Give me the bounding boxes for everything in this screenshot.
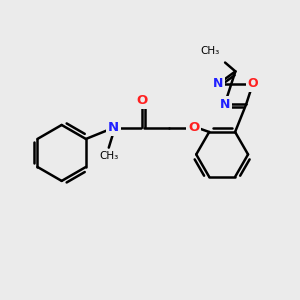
Text: N: N — [213, 77, 223, 91]
Text: O: O — [248, 77, 258, 91]
Text: CH₃: CH₃ — [99, 151, 119, 160]
Text: N: N — [220, 98, 230, 111]
Text: N: N — [108, 122, 119, 134]
Text: O: O — [188, 122, 199, 134]
Text: CH₃: CH₃ — [200, 46, 219, 56]
Text: O: O — [136, 94, 147, 107]
